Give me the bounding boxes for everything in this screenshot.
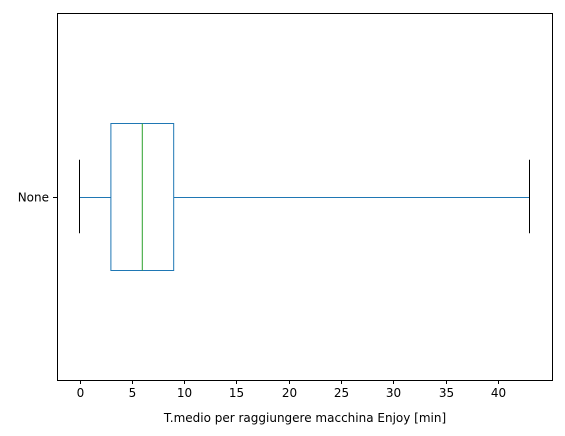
y-axis-ticks: None: [18, 191, 57, 205]
y-category-label: None: [18, 191, 49, 205]
x-tick-label: 40: [491, 386, 506, 400]
x-tick-label: 25: [334, 386, 349, 400]
x-tick-label: 30: [386, 386, 401, 400]
x-tick-label: 0: [77, 386, 85, 400]
x-axis-label: T.medio per raggiungere macchina Enjoy […: [163, 411, 446, 425]
x-tick-label: 35: [439, 386, 454, 400]
x-tick-label: 5: [129, 386, 137, 400]
x-tick-label: 15: [229, 386, 244, 400]
x-tick-label: 10: [177, 386, 192, 400]
x-axis-ticks: 0 5 10 15 20 25 30 35 40: [77, 380, 506, 400]
box-series: [79, 123, 530, 271]
x-tick-label: 20: [282, 386, 297, 400]
